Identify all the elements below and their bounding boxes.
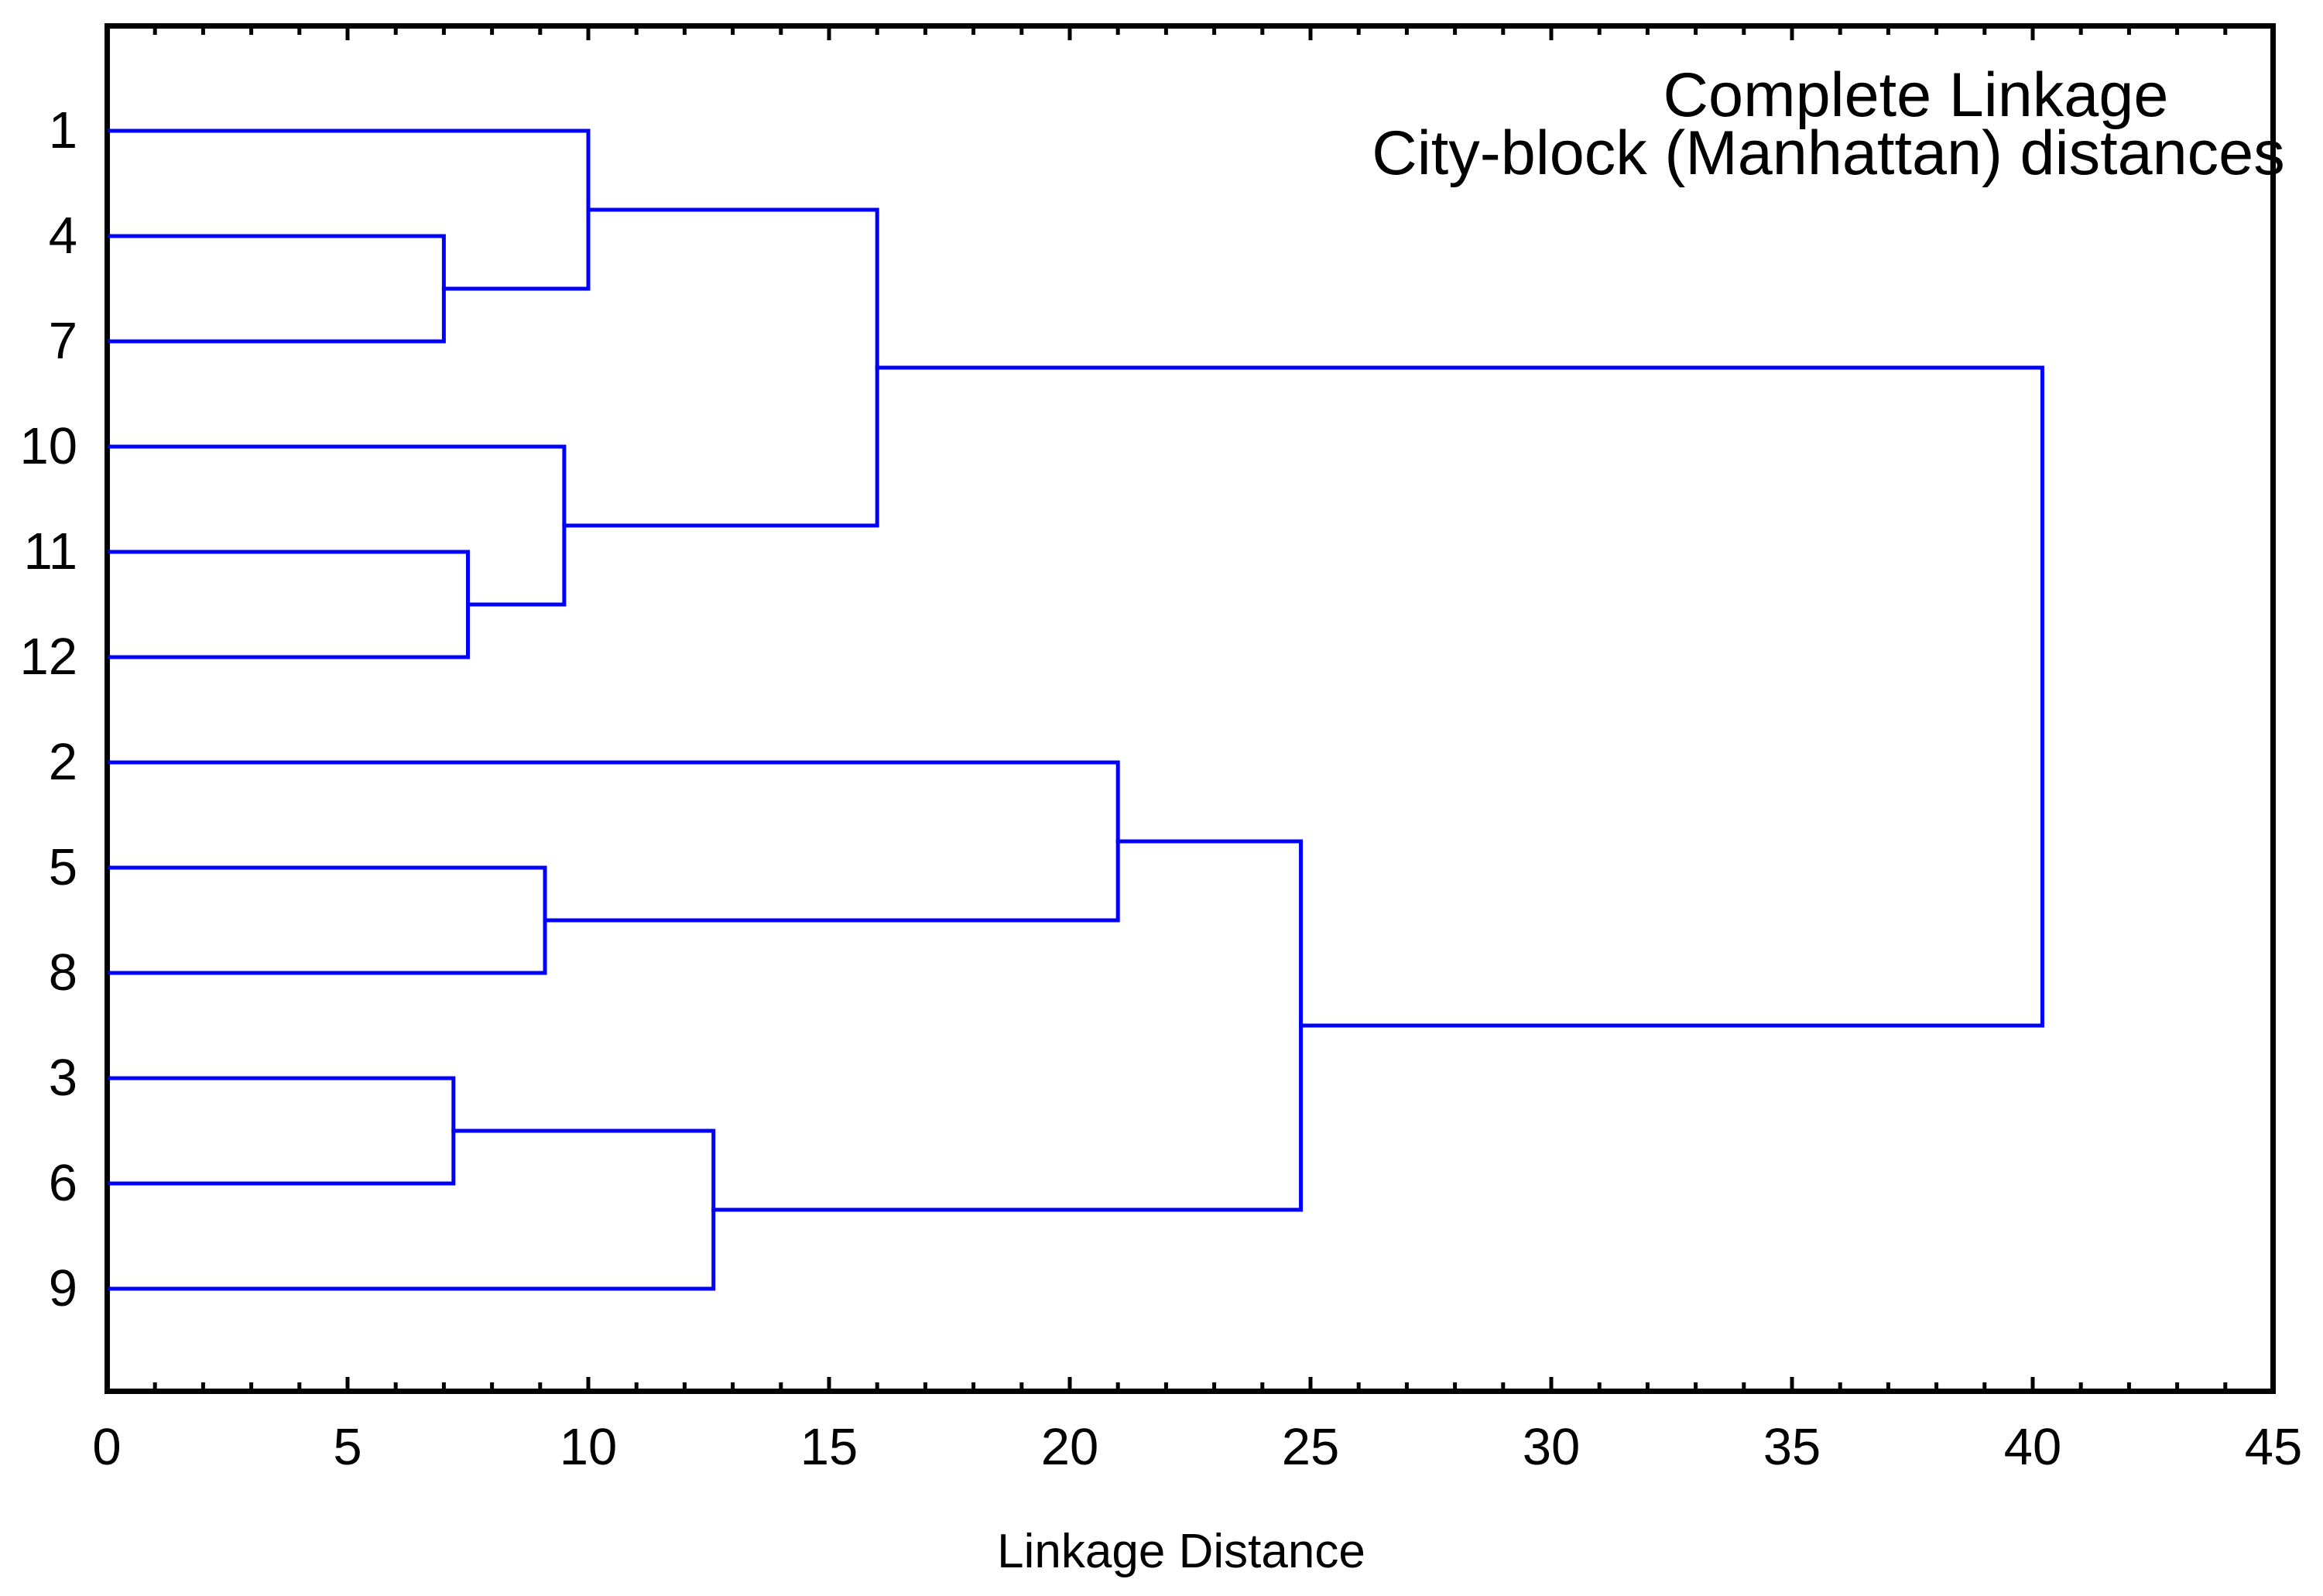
leaf-label: 11 bbox=[23, 522, 77, 581]
x-tick-label: 20 bbox=[1041, 1418, 1099, 1476]
x-tick-label: 30 bbox=[1523, 1418, 1581, 1476]
leaf-label: 5 bbox=[49, 838, 77, 896]
x-tick-label: 10 bbox=[560, 1418, 618, 1476]
x-axis-ticks-top bbox=[105, 29, 2276, 40]
dendrogram-links bbox=[108, 128, 2044, 1291]
leaf-label: 12 bbox=[19, 628, 77, 686]
x-tick-label: 35 bbox=[1763, 1418, 1821, 1476]
x-tick-label: 40 bbox=[2004, 1418, 2062, 1476]
leaf-label: 7 bbox=[49, 312, 77, 370]
chart-title-line1: Complete Linkage bbox=[1663, 60, 2169, 130]
plot-border bbox=[105, 23, 2276, 1394]
leaf-label: 4 bbox=[49, 207, 77, 265]
leaf-label: 1 bbox=[49, 101, 77, 159]
leaf-label: 10 bbox=[19, 417, 77, 475]
x-axis-title: Linkage Distance bbox=[997, 1525, 1365, 1578]
x-tick-label: 5 bbox=[333, 1418, 361, 1476]
x-axis-ticks-bottom bbox=[105, 1377, 2276, 1389]
x-tick-label: 45 bbox=[2245, 1418, 2303, 1476]
leaf-label: 9 bbox=[49, 1259, 77, 1317]
leaf-label: 8 bbox=[49, 944, 77, 1002]
x-tick-label: 25 bbox=[1282, 1418, 1340, 1476]
leaf-label: 2 bbox=[49, 733, 77, 791]
leaf-label: 6 bbox=[49, 1154, 77, 1212]
leaf-label: 3 bbox=[49, 1049, 77, 1107]
chart-title-line2: City-block (Manhattan) distances bbox=[1372, 118, 2284, 188]
x-tick-label: 15 bbox=[800, 1418, 858, 1476]
x-axis-tick-labels: 0 5 10 15 20 25 30 35 40 45 bbox=[92, 1418, 2302, 1476]
leaf-labels: 1 4 7 10 11 12 2 5 8 3 6 9 bbox=[19, 101, 77, 1317]
x-tick-label: 0 bbox=[92, 1418, 121, 1476]
